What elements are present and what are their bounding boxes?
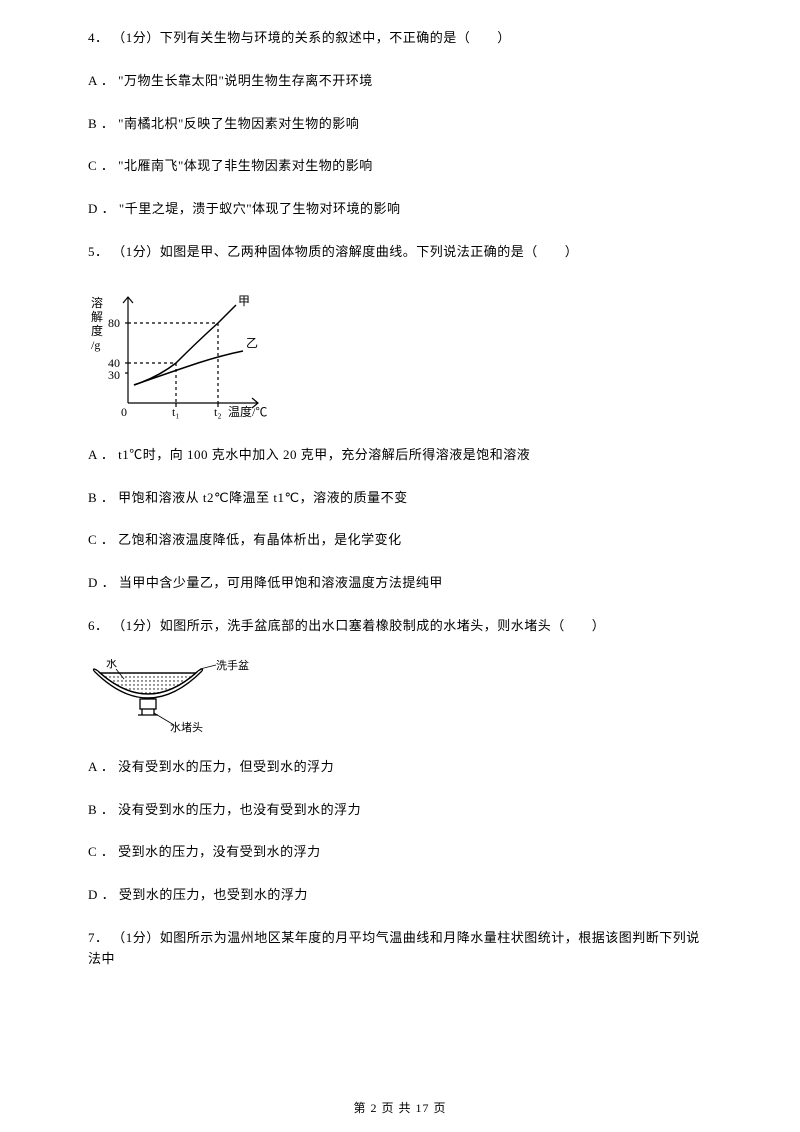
q7-stem: 7． （1分）如图所示为温州地区某年度的月平均气温曲线和月降水量柱状图统计，根据… [88, 928, 712, 970]
q5-opt-a: A ． t1℃时，向 100 克水中加入 20 克甲，充分溶解后所得溶液是饱和溶… [88, 445, 712, 466]
xtick-t1: t₁ [172, 405, 180, 419]
q4-opt-a: A ． "万物生长靠太阳"说明生物生存离不开环境 [88, 71, 712, 92]
q4-stem: 4． （1分）下列有关生物与环境的关系的叙述中，不正确的是（ ） [88, 28, 712, 49]
ylabel-0: 溶 [91, 295, 103, 310]
q5-chart: 溶 解 度 /g 80 40 30 甲 乙 0 t₁ t₂ 温度/℃ [88, 285, 712, 425]
q6-figure: 水 洗手盆 水堵头 [88, 659, 712, 737]
ytick-30: 30 [108, 368, 120, 382]
q4-opt-b: B ． "南橘北枳"反映了生物因素对生物的影响 [88, 114, 712, 135]
q5-stem: 5． （1分）如图是甲、乙两种固体物质的溶解度曲线。下列说法正确的是（ ） [88, 242, 712, 263]
q4-opt-d: D ． "千里之堤，溃于蚁穴"体现了生物对环境的影响 [88, 199, 712, 220]
q6-stem: 6． （1分）如图所示，洗手盆底部的出水口塞着橡胶制成的水堵头，则水堵头（ ） [88, 616, 712, 637]
xaxis-label: 温度/℃ [228, 404, 267, 419]
label-plug: 水堵头 [170, 720, 203, 734]
label-water: 水 [106, 659, 117, 670]
xtick-t2: t₂ [214, 405, 222, 419]
q5-opt-c: C ． 乙饱和溶液温度降低，有晶体析出，是化学变化 [88, 530, 712, 551]
yi-label: 乙 [246, 336, 258, 350]
jia-label: 甲 [238, 294, 250, 308]
q6-opt-b: B ． 没有受到水的压力，也没有受到水的浮力 [88, 800, 712, 821]
ytick-80: 80 [108, 316, 120, 330]
ylabel-2: 度 [91, 323, 103, 338]
ylabel-1: 解 [91, 310, 103, 324]
label-basin: 洗手盆 [216, 659, 249, 672]
q5-opt-d: D ． 当甲中含少量乙，可用降低甲饱和溶液温度方法提纯甲 [88, 573, 712, 594]
q6-opt-a: A ． 没有受到水的压力，但受到水的浮力 [88, 757, 712, 778]
xtick-0: 0 [121, 405, 127, 419]
q6-opt-d: D ． 受到水的压力，也受到水的浮力 [88, 885, 712, 906]
q4-opt-c: C ． "北雁南飞"体现了非生物因素对生物的影响 [88, 156, 712, 177]
ylabel-3: /g [91, 338, 100, 352]
q6-opt-c: C ． 受到水的压力，没有受到水的浮力 [88, 842, 712, 863]
q5-opt-b: B ． 甲饱和溶液从 t2℃降温至 t1℃，溶液的质量不变 [88, 488, 712, 509]
page-footer: 第 2 页 共 17 页 [0, 1099, 800, 1118]
